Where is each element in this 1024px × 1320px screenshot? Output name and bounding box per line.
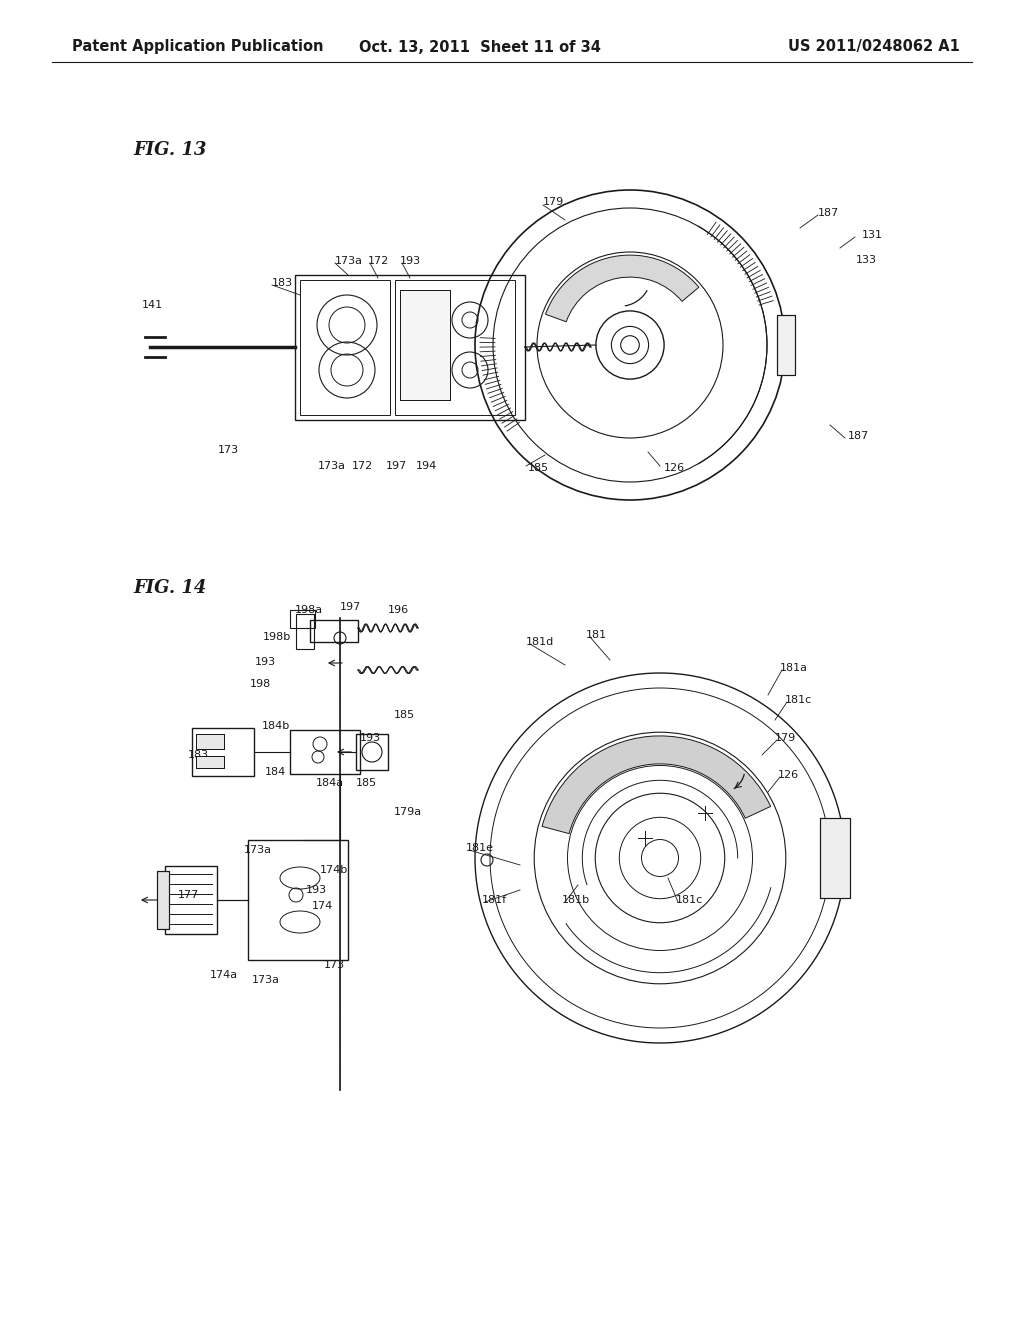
Bar	[310, 620, 358, 642]
Text: 193: 193	[360, 733, 381, 743]
Bar	[296, 614, 314, 649]
Text: 172: 172	[368, 256, 389, 267]
Bar	[400, 290, 450, 400]
Text: 172: 172	[352, 461, 374, 471]
Text: 131: 131	[862, 230, 883, 240]
Text: 183: 183	[272, 279, 293, 288]
Text: 181: 181	[586, 630, 607, 640]
Text: 181c: 181c	[676, 895, 703, 906]
Text: 179: 179	[543, 197, 564, 207]
Text: 174b: 174b	[319, 865, 348, 875]
Text: 194: 194	[416, 461, 437, 471]
Bar	[290, 730, 360, 774]
Text: 187: 187	[818, 209, 840, 218]
Bar	[196, 756, 224, 768]
Bar	[196, 734, 224, 748]
Text: 184a: 184a	[316, 777, 344, 788]
Text: 179a: 179a	[394, 807, 422, 817]
Text: 173: 173	[324, 960, 345, 970]
Bar	[248, 840, 348, 960]
Text: Oct. 13, 2011  Sheet 11 of 34: Oct. 13, 2011 Sheet 11 of 34	[359, 40, 601, 54]
Bar	[777, 315, 795, 375]
Text: 183: 183	[188, 750, 209, 760]
Text: 184b: 184b	[262, 721, 290, 731]
Bar	[193, 729, 254, 776]
Text: 174a: 174a	[210, 970, 239, 979]
Text: Patent Application Publication: Patent Application Publication	[72, 40, 324, 54]
Text: 126: 126	[778, 770, 799, 780]
Text: 133: 133	[856, 255, 877, 265]
Text: 126: 126	[664, 463, 685, 473]
Text: 177: 177	[178, 890, 200, 900]
Text: 197: 197	[340, 602, 361, 612]
Bar	[395, 280, 515, 414]
Text: 173a: 173a	[335, 256, 362, 267]
Bar	[295, 275, 525, 420]
Text: 181f: 181f	[482, 895, 507, 906]
Text: 196: 196	[388, 605, 410, 615]
Text: 185: 185	[394, 710, 415, 719]
Bar	[196, 734, 224, 748]
Text: 193: 193	[400, 256, 421, 267]
Bar	[356, 734, 388, 770]
Text: FIG. 14: FIG. 14	[133, 579, 207, 597]
Text: 193: 193	[306, 884, 327, 895]
Text: 173: 173	[218, 445, 240, 455]
Bar	[300, 280, 390, 414]
Bar	[165, 866, 217, 935]
Bar	[157, 871, 169, 929]
Bar	[400, 290, 450, 400]
Text: 198b: 198b	[263, 632, 291, 642]
Text: 181e: 181e	[466, 843, 494, 853]
Text: 173a: 173a	[318, 461, 346, 471]
Bar	[820, 818, 850, 898]
Text: 198a: 198a	[295, 605, 324, 615]
Text: 185: 185	[356, 777, 377, 788]
Text: 181d: 181d	[526, 638, 554, 647]
Bar	[777, 315, 795, 375]
Bar	[820, 818, 850, 898]
Text: 197: 197	[386, 461, 408, 471]
Text: 181a: 181a	[780, 663, 808, 673]
Bar	[290, 610, 315, 628]
Wedge shape	[546, 255, 698, 322]
Bar	[196, 756, 224, 768]
Text: 181c: 181c	[785, 696, 812, 705]
Text: 173a: 173a	[244, 845, 272, 855]
Text: 173a: 173a	[252, 975, 280, 985]
Text: 179: 179	[775, 733, 797, 743]
Text: FIG. 13: FIG. 13	[133, 141, 207, 158]
Text: 187: 187	[848, 432, 869, 441]
Text: 198: 198	[250, 678, 271, 689]
Text: US 2011/0248062 A1: US 2011/0248062 A1	[788, 40, 961, 54]
Bar	[157, 871, 169, 929]
Text: 184: 184	[265, 767, 287, 777]
Wedge shape	[542, 737, 771, 834]
Text: 185: 185	[528, 463, 549, 473]
Text: 181b: 181b	[562, 895, 590, 906]
Text: 174: 174	[312, 902, 333, 911]
Text: 141: 141	[142, 300, 163, 310]
Text: 193: 193	[255, 657, 276, 667]
